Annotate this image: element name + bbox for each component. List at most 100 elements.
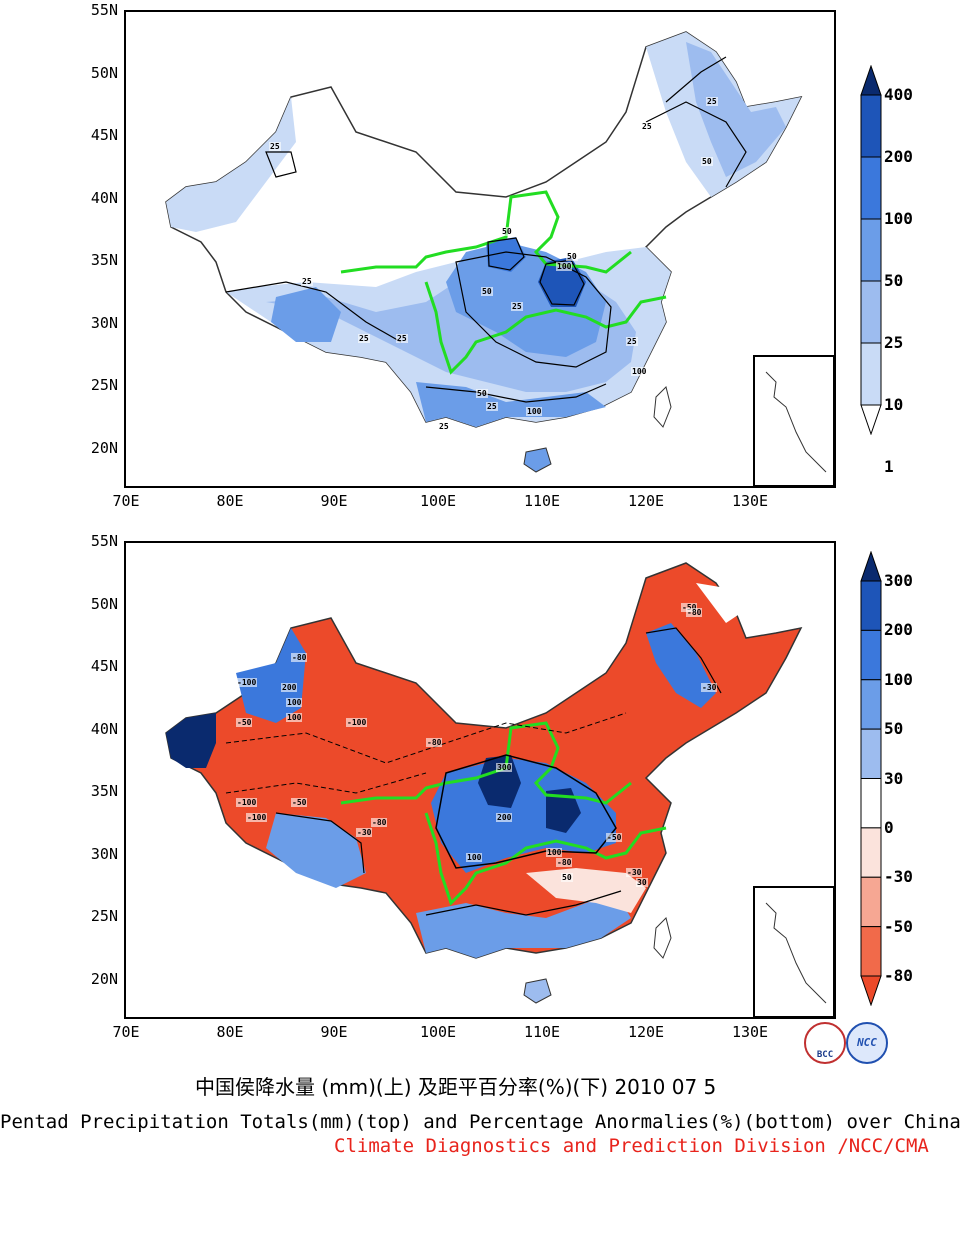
- longitude-tick-label: 130E: [731, 1023, 769, 1041]
- colorbar-segment: [860, 156, 882, 220]
- contour-line: [225, 712, 627, 764]
- contour-value-label: 25: [511, 302, 523, 311]
- contour-value-label: 25: [626, 337, 638, 346]
- hainan-island: [523, 447, 552, 473]
- colorbar-label: 100: [884, 209, 913, 228]
- colorbar-segment: [860, 65, 882, 96]
- latitude-tick-label: 45N: [90, 657, 118, 675]
- contour-value-label: 25: [358, 334, 370, 343]
- contour-value-label: 100: [286, 713, 303, 722]
- colorbar-label: 50: [884, 271, 904, 290]
- colorbar-segment: [860, 728, 882, 779]
- shade-southeast-light: [526, 868, 646, 913]
- taiwan-island: [653, 917, 672, 959]
- anomaly-colorbar: [860, 551, 882, 1006]
- contour-value-label: 100: [546, 848, 563, 857]
- contour-value-label: 50: [476, 389, 488, 398]
- latitude-tick-label: 20N: [90, 438, 118, 457]
- latitude-tick-label: 25N: [90, 376, 118, 394]
- contour-value-label: -80: [686, 608, 703, 617]
- colorbar-segment: [860, 404, 882, 435]
- longitude-tick-label: 120E: [627, 492, 665, 510]
- colorbar-segment: [860, 551, 882, 582]
- colorbar-label: -80: [884, 966, 913, 985]
- contour-value-label: -50: [291, 798, 308, 807]
- percentage-anomaly-svg: [165, 562, 834, 1017]
- contour-value-label: 100: [466, 853, 483, 862]
- shade-south-blue: [416, 893, 631, 958]
- colorbar-label: 200: [884, 620, 913, 640]
- colorbar-label: 10: [884, 395, 904, 414]
- contour-value-label: 50: [566, 252, 578, 261]
- contour-value-label: -100: [236, 678, 258, 687]
- contour-value-label: -30: [626, 868, 643, 877]
- contour-value-label: 100: [526, 407, 543, 416]
- colorbar-segment: [860, 679, 882, 730]
- contour-line: [265, 151, 297, 178]
- percentage-anomaly-map: -100 -80 -50 -100 200 100 -80 -100 -50 -30 -80 300 2…: [124, 541, 836, 1019]
- contour-value-label: 100: [631, 367, 648, 376]
- colorbar-label: 30: [884, 768, 904, 788]
- contour-value-label: 25: [641, 122, 653, 131]
- contour-value-label: 25: [438, 422, 450, 431]
- longitude-tick-label: 70E: [112, 1023, 140, 1041]
- shade-central-core: [538, 257, 586, 307]
- latitude-tick-label: 55N: [90, 1, 118, 19]
- contour-line: [665, 56, 727, 103]
- colorbar-label: 100: [884, 669, 913, 689]
- longitude-tick-label: 130E: [731, 492, 769, 510]
- latitude-tick-label: 30N: [90, 313, 118, 332]
- contour-value-label: -100: [346, 718, 368, 727]
- contour-value-label: 25: [301, 277, 313, 286]
- contour-value-label: -50: [606, 833, 623, 842]
- latitude-tick-label: 40N: [90, 188, 118, 207]
- yangtze-river: [424, 281, 667, 375]
- colorbar-segment: [860, 827, 882, 878]
- contour-line: [645, 627, 722, 694]
- caption-english: Pentad Precipitation Totals(mm)(top) and…: [0, 1111, 960, 1133]
- contour-line: [455, 251, 612, 368]
- colorbar-label: -50: [884, 916, 913, 936]
- bcc-logo-text: BCC: [816, 1050, 834, 1060]
- latitude-tick-label: 40N: [90, 719, 118, 738]
- longitude-tick-label: 110E: [523, 1023, 561, 1041]
- contour-value-label: -30: [701, 683, 718, 692]
- caption-organization: Climate Diagnostics and Prediction Divis…: [334, 1135, 929, 1157]
- colorbar-label: 200: [884, 147, 913, 166]
- colorbar-label: 0: [884, 817, 894, 837]
- contour-value-label: 25: [269, 142, 281, 151]
- colorbar-segment: [860, 975, 882, 1006]
- contour-line: [225, 772, 427, 794]
- contour-value-label: 100: [556, 262, 573, 271]
- shade-sw-cell: [271, 287, 341, 342]
- ncc-logo: NCC: [846, 1022, 888, 1064]
- contour-value-label: -80: [371, 818, 388, 827]
- contour-value-label: 30: [636, 878, 648, 887]
- contour-value-label: 25: [706, 97, 718, 106]
- colorbar-segment: [860, 778, 882, 829]
- longitude-tick-label: 80E: [216, 1023, 244, 1041]
- yellow-river: [340, 721, 632, 805]
- shade-south-cell: [416, 382, 606, 427]
- colorbar-segment: [860, 94, 882, 158]
- colorbar-segment: [860, 280, 882, 344]
- longitude-tick-label: 110E: [523, 492, 561, 510]
- yangtze-river: [424, 812, 667, 906]
- inset-coast: [765, 902, 827, 1004]
- colorbar-segment: [860, 629, 882, 681]
- shade-tianshan-blue: [236, 628, 306, 723]
- shade-northwest: [166, 97, 296, 232]
- ncc-logo-text: NCC: [857, 1036, 877, 1049]
- colorbar-segment: [860, 876, 882, 928]
- contour-value-label: 100: [286, 698, 303, 707]
- caption-chinese: 中国侯降水量 (mm)(上) 及距平百分率(%)(下) 2010 07 5: [195, 1075, 717, 1099]
- contour-value-label: -80: [426, 738, 443, 747]
- contour-line: [645, 101, 747, 188]
- contour-value-label: 25: [486, 402, 498, 411]
- taiwan-island: [653, 386, 672, 428]
- shade-northeast-deep: [686, 42, 786, 177]
- contour-line: [225, 281, 402, 343]
- contour-value-label: -80: [291, 653, 308, 662]
- china-outline: [165, 562, 803, 959]
- contour-value-label: -100: [236, 798, 258, 807]
